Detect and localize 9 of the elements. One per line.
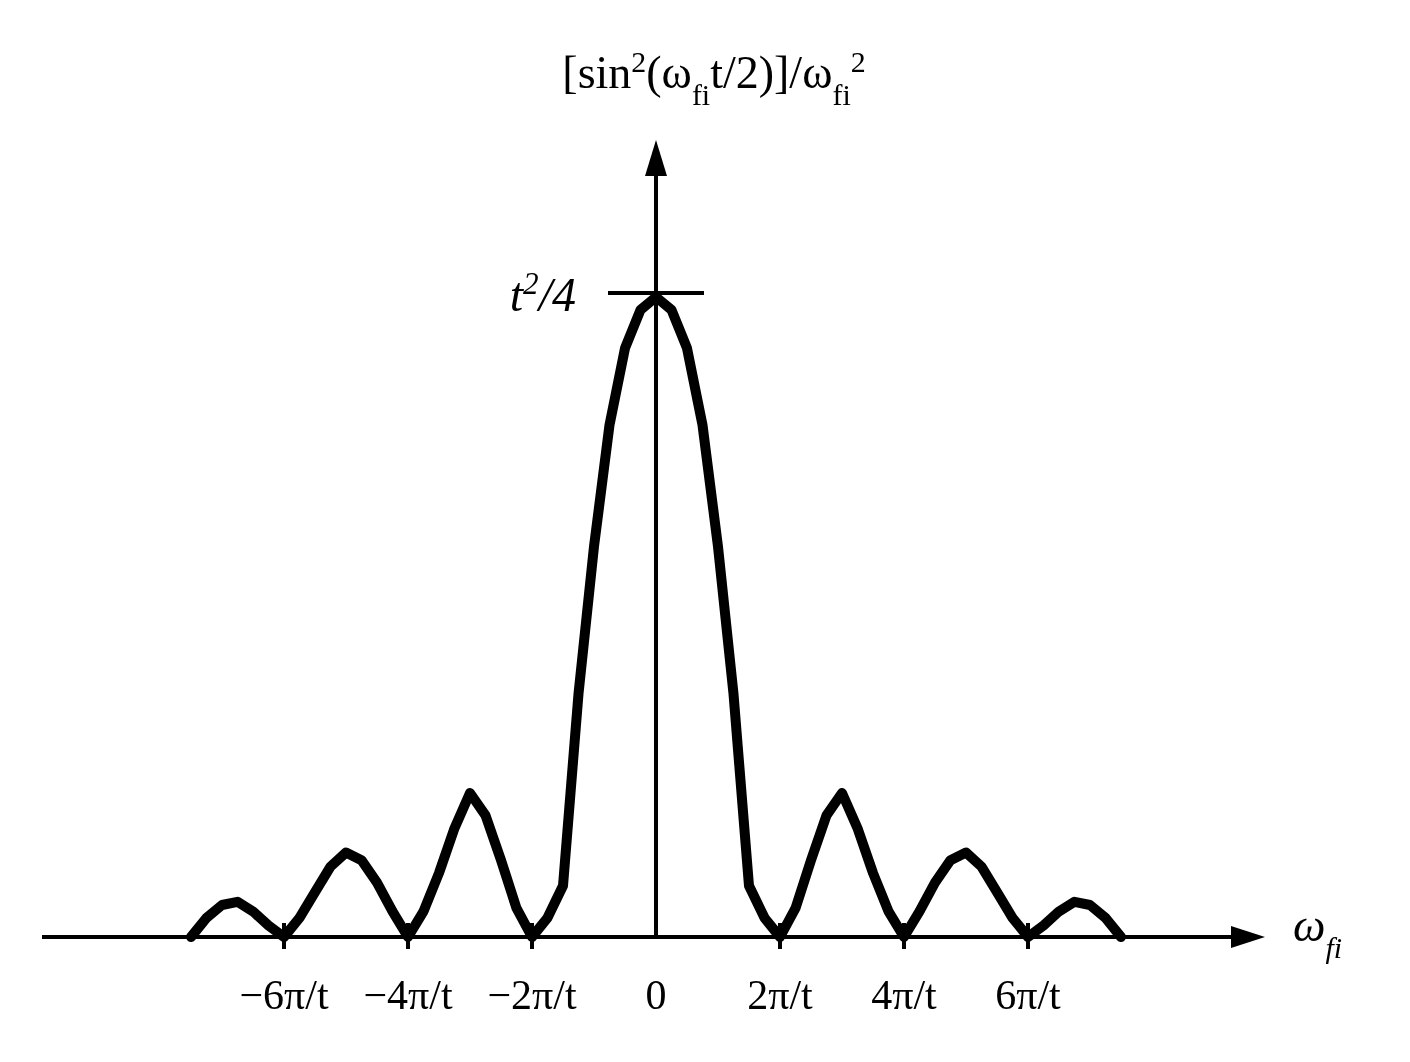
x-tick-label: 4π/t: [871, 972, 938, 1018]
x-tick-label: −4π/t: [363, 972, 453, 1018]
x-tick-label: 6π/t: [995, 972, 1062, 1018]
x-tick-label: −6π/t: [239, 972, 329, 1018]
x-tick-label: −2π/t: [487, 972, 577, 1018]
x-tick-label: 2π/t: [747, 972, 814, 1018]
x-tick-label: 0: [645, 972, 667, 1018]
annotation: t$^{2}$/4: [509, 265, 576, 321]
x-axis-title: ω$_{fi}$: [1293, 900, 1343, 964]
